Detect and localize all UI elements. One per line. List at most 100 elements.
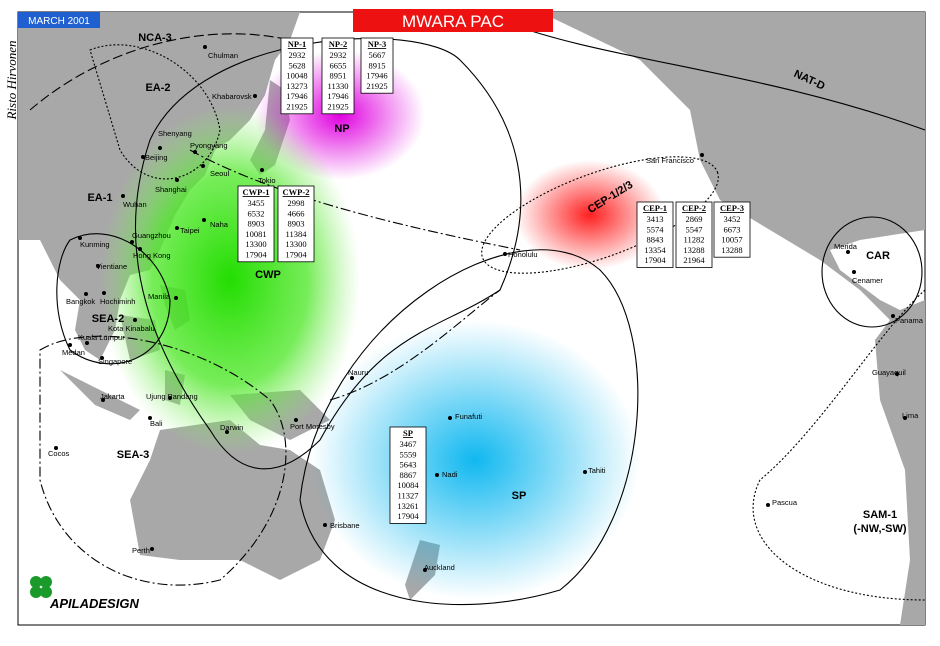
frequency: 3467 <box>400 439 417 449</box>
region-label: (-NW,-SW) <box>853 523 906 535</box>
table-header: NP-1 <box>288 39 306 49</box>
city-dot <box>423 568 427 572</box>
city-dot <box>174 296 178 300</box>
frequency: 21925 <box>366 81 387 91</box>
city-label: Auckland <box>424 563 455 572</box>
table-header: CEP-1 <box>643 203 667 213</box>
table-box <box>389 426 427 524</box>
city-label: Naha <box>210 220 229 229</box>
region-label: SEA-3 <box>117 449 149 461</box>
city-label: Kota Kinabalu <box>108 324 155 333</box>
frequency: 6673 <box>724 224 741 234</box>
city-dot <box>68 343 72 347</box>
city-dot <box>202 218 206 222</box>
city-label: Singapore <box>98 357 132 366</box>
frequency: 17946 <box>366 71 387 81</box>
city-label: Pyongyang <box>190 141 228 150</box>
city-label: Beijing <box>145 153 168 162</box>
frequency: 17946 <box>327 91 348 101</box>
city-dot <box>448 416 452 420</box>
city-dot <box>700 153 704 157</box>
table-box <box>321 37 355 115</box>
frequency: 13300 <box>285 239 306 249</box>
frequency: 3455 <box>248 198 265 208</box>
region-label: EA-1 <box>87 192 112 204</box>
city-dot <box>141 155 145 159</box>
city-dot <box>193 150 197 154</box>
city-label: Merida <box>834 242 858 251</box>
city-dot <box>84 292 88 296</box>
frequency: 6655 <box>330 60 347 70</box>
frequency: 8915 <box>369 60 386 70</box>
region-label: NP <box>334 123 349 135</box>
city-label: Tokio <box>258 176 276 185</box>
city-dot <box>175 178 179 182</box>
date-badge <box>18 12 100 28</box>
logo: APILADESIGN <box>49 596 139 611</box>
city-label: Medan <box>62 348 85 357</box>
city-dot <box>130 240 134 244</box>
frequency: 21925 <box>286 102 307 112</box>
city-label: San Francisco <box>646 156 694 165</box>
frequency: 5643 <box>400 460 417 470</box>
city-dot <box>121 194 125 198</box>
table-header: NP-3 <box>368 39 386 49</box>
city-label: Hochiminh <box>100 297 135 306</box>
city-dot <box>766 503 770 507</box>
region-label: EA-2 <box>145 82 170 94</box>
city-dot <box>168 396 172 400</box>
frequency: 3452 <box>724 214 741 224</box>
city-label: Vientiane <box>96 262 127 271</box>
city-label: Kunming <box>80 240 110 249</box>
table-box <box>360 37 394 94</box>
city-label: Khabarovsk <box>212 92 252 101</box>
city-label: Guayaquil <box>872 368 906 377</box>
city-label: Shanghai <box>155 185 187 194</box>
city-dot <box>260 168 264 172</box>
city-dot <box>350 376 354 380</box>
city-label: Taipei <box>180 226 200 235</box>
boundaries <box>29 19 926 606</box>
table-header: CWP-1 <box>243 187 270 197</box>
frequency: 17904 <box>285 250 307 260</box>
frequency: 6532 <box>248 208 265 218</box>
city-dot <box>323 523 327 527</box>
table-header: NP-2 <box>329 39 347 49</box>
title-badge <box>353 9 553 32</box>
frequency: 11330 <box>328 81 349 91</box>
city-label: Tahiti <box>588 466 606 475</box>
cep-area <box>515 160 665 270</box>
city-dot <box>175 226 179 230</box>
city-dot <box>852 270 856 274</box>
frequency: 10057 <box>721 235 742 245</box>
frequency: 2998 <box>288 198 305 208</box>
city-dot <box>294 418 298 422</box>
city-dot <box>503 252 507 256</box>
frequency: 17904 <box>397 511 419 521</box>
frequency: 10048 <box>286 71 307 81</box>
frequency: 13288 <box>721 245 742 255</box>
city-label: Darwin <box>220 423 243 432</box>
city-label: Shenyang <box>158 129 192 138</box>
city-label: Cocos <box>48 449 70 458</box>
frequency: 3413 <box>647 214 664 224</box>
city-label: Brisbane <box>330 521 360 530</box>
city-dot <box>201 164 205 168</box>
city-label: Manila <box>148 292 171 301</box>
city-dot <box>138 247 142 251</box>
city-dot <box>101 398 105 402</box>
city-label: Bali <box>150 419 163 428</box>
table-header: CEP-2 <box>682 203 706 213</box>
city-label: Seoul <box>210 169 230 178</box>
table-box <box>675 201 713 268</box>
city-label: Funafuti <box>455 412 482 421</box>
frequency: 21964 <box>683 255 705 265</box>
table-box <box>277 185 315 263</box>
date: MARCH 2001 <box>28 16 90 27</box>
frequency: 8903 <box>248 219 265 229</box>
